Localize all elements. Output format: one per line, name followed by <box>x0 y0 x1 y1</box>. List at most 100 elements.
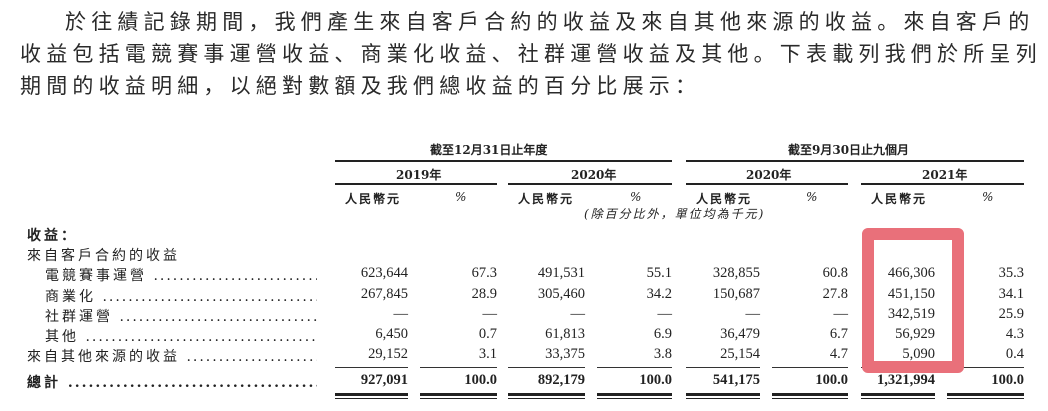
unit-note: (除百分比外，單位均為千元) <box>584 207 766 221</box>
paragraph-line-3: 期間的收益明細，以絕對數額及我們總收益的百分比展示： <box>20 74 702 98</box>
year-header: 2020年 <box>746 168 792 182</box>
leader-dots: ........................................… <box>153 268 317 284</box>
column-header: 人民幣元 <box>696 192 753 206</box>
double-rule <box>420 393 497 399</box>
rule <box>686 160 1024 162</box>
cell-value: 100.0 <box>464 372 497 388</box>
column-header: % <box>982 190 994 204</box>
row-label-text: 其他 <box>45 329 79 345</box>
cell-value: 100.0 <box>815 372 848 388</box>
section-label: 收益： <box>27 228 78 244</box>
column-header: % <box>806 190 818 204</box>
rule <box>335 183 497 185</box>
row-label-text: 社群運營 <box>45 309 113 325</box>
row-label-text: 總計 <box>27 375 61 391</box>
leader-dots: ........................................… <box>119 309 317 325</box>
cell-value: 466,306 <box>887 265 935 281</box>
column-header: 人民幣元 <box>871 192 928 206</box>
cell-value: — <box>393 306 409 322</box>
paragraph-line-2: 收益包括電競賽事運營收益、商業化收益、社群運營收益及其他。下表載列我們於所呈列 <box>20 42 1042 66</box>
cell-value: 267,845 <box>360 286 408 302</box>
cell-value: — <box>657 306 673 322</box>
cell-value: 5,090 <box>902 346 935 362</box>
cell-value: 28.9 <box>471 286 497 302</box>
column-header: % <box>455 190 467 204</box>
rule <box>508 183 672 185</box>
cell-value: — <box>745 306 761 322</box>
double-rule <box>686 393 760 399</box>
row-label-text: 商業化 <box>45 289 96 305</box>
cell-value: 56,929 <box>895 326 935 342</box>
rule <box>508 367 585 368</box>
group-header-annual: 截至12月31日止年度 <box>430 143 548 157</box>
cell-value: 61,813 <box>545 326 585 342</box>
rule <box>335 367 408 368</box>
cell-value: — <box>482 306 498 322</box>
cell-value: 25,154 <box>720 346 760 362</box>
cell-value: 35.3 <box>998 265 1024 281</box>
row-label: 其他 .....................................… <box>45 326 317 346</box>
cell-value: 27.8 <box>822 286 848 302</box>
column-header: 人民幣元 <box>518 192 575 206</box>
highlight-box <box>862 228 964 373</box>
row-label: 電競賽事運營 .................................… <box>45 265 317 285</box>
double-rule <box>947 393 1024 399</box>
year-header: 2020年 <box>571 168 617 182</box>
rule <box>420 367 497 368</box>
row-label-text: 電競賽事運營 <box>45 268 147 284</box>
cell-value: 6.7 <box>829 326 848 342</box>
cell-value: 25.9 <box>998 306 1024 322</box>
cell-value: 342,519 <box>887 306 935 322</box>
subsection-label: 來自客戶合約的收益 <box>27 248 180 264</box>
double-rule <box>335 393 408 399</box>
leader-dots: ........................................… <box>67 375 317 391</box>
cell-value: 4.3 <box>1005 326 1024 342</box>
cell-value: 6.9 <box>653 326 672 342</box>
cell-value: 100.0 <box>991 372 1024 388</box>
row-label: 商業化 ....................................… <box>45 286 317 306</box>
cell-value: — <box>570 306 586 322</box>
cell-value: 0.7 <box>478 326 497 342</box>
cell-value: 305,460 <box>537 286 585 302</box>
cell-value: 1,321,994 <box>877 372 935 388</box>
cell-value: 3.8 <box>653 346 672 362</box>
leader-dots: ........................................… <box>186 349 317 365</box>
cell-value: 541,175 <box>712 372 760 388</box>
row-label: 來自其他來源的收益 ..............................… <box>27 346 317 366</box>
row-label-text: 來自其他來源的收益 <box>27 349 180 365</box>
leader-dots: ........................................… <box>85 329 317 345</box>
cell-value: 60.8 <box>822 265 848 281</box>
rule <box>772 367 848 368</box>
double-rule <box>508 393 585 399</box>
cell-value: 67.3 <box>471 265 497 281</box>
rule <box>335 160 672 162</box>
year-header: 2021年 <box>922 168 968 182</box>
cell-value: 150,687 <box>712 286 760 302</box>
column-header: 人民幣元 <box>345 192 402 206</box>
cell-value: 55.1 <box>646 265 672 281</box>
leader-dots: ........................................… <box>102 289 317 305</box>
cell-value: 29,152 <box>368 346 408 362</box>
cell-value: 328,855 <box>712 265 760 281</box>
rule <box>686 183 848 185</box>
double-rule <box>772 393 848 399</box>
rule <box>861 183 1024 185</box>
cell-value: 927,091 <box>360 372 408 388</box>
cell-value: 451,150 <box>887 286 935 302</box>
cell-value: 892,179 <box>537 372 585 388</box>
cell-value: 36,479 <box>720 326 760 342</box>
cell-value: 623,644 <box>360 265 408 281</box>
cell-value: 34.2 <box>646 286 672 302</box>
cell-value: 0.4 <box>1005 346 1024 362</box>
cell-value: 6,450 <box>375 326 408 342</box>
paragraph-line-1: 於往績記錄期間，我們產生來自客戶合約的收益及來自其他來源的收益。來自客戶的 <box>65 10 1035 34</box>
cell-value: 34.1 <box>998 286 1024 302</box>
rule <box>947 367 1024 368</box>
double-rule <box>861 393 935 399</box>
rule <box>597 367 672 368</box>
cell-value: 100.0 <box>639 372 672 388</box>
rule <box>686 367 760 368</box>
cell-value: 491,531 <box>537 265 585 281</box>
year-header: 2019年 <box>396 168 442 182</box>
cell-value: — <box>833 306 849 322</box>
